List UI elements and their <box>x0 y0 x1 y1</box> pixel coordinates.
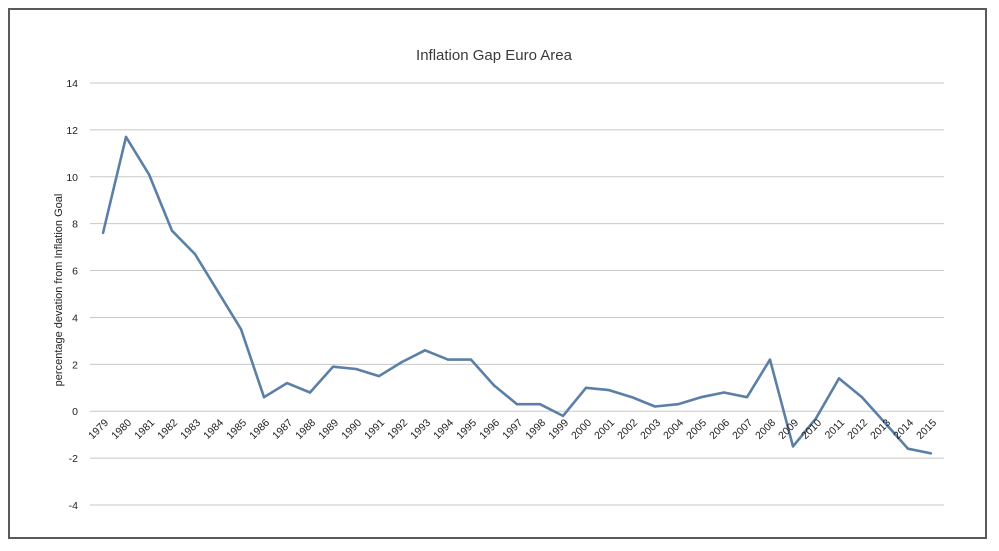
data-point <box>768 358 772 361</box>
x-tick-label: 2003 <box>638 417 663 442</box>
x-tick-label: 2007 <box>730 417 755 442</box>
x-tick-label: 1993 <box>408 417 433 442</box>
data-point <box>791 445 795 448</box>
data-point <box>308 391 312 394</box>
x-tick-label: 1999 <box>546 417 571 442</box>
gridlines <box>90 82 944 506</box>
x-tick-label: 1979 <box>86 417 111 442</box>
data-point <box>860 395 864 399</box>
x-tick-label: 2015 <box>914 417 939 442</box>
y-tick-label: 8 <box>72 219 78 231</box>
x-tick-label: 1994 <box>431 417 456 442</box>
data-point <box>492 384 496 387</box>
x-tick-label: 1990 <box>339 417 364 442</box>
data-point <box>538 402 542 406</box>
y-tick-label: 10 <box>66 172 78 184</box>
data-point <box>285 381 289 385</box>
y-tick-label: 6 <box>72 266 78 278</box>
x-tick-label: 2008 <box>753 417 778 442</box>
data-point <box>147 173 151 176</box>
y-axis-label: percentage devation from Inflation Goal <box>53 194 65 387</box>
x-tick-label: 2009 <box>776 417 801 442</box>
data-point <box>446 358 450 361</box>
data-point <box>607 388 611 392</box>
x-tick-label: 2010 <box>799 417 824 442</box>
x-tick-label: 2011 <box>823 417 848 442</box>
y-tick-label: -2 <box>69 453 78 465</box>
data-point <box>653 405 657 408</box>
data-point <box>423 349 427 352</box>
chart-frame <box>8 8 987 539</box>
y-tick-label: 14 <box>66 78 78 90</box>
data-points <box>101 135 933 455</box>
series-line <box>101 135 932 455</box>
data-point <box>400 360 404 364</box>
x-tick-label: 1996 <box>477 417 502 442</box>
data-point <box>354 367 358 371</box>
x-tick-label: 1997 <box>500 417 525 442</box>
x-tick-label: 2014 <box>891 417 916 442</box>
x-tick-label: 1984 <box>201 417 226 442</box>
data-point <box>584 386 588 389</box>
x-tick-label: 1980 <box>109 417 134 442</box>
x-tick-label: 1998 <box>523 417 548 442</box>
data-point <box>515 402 519 406</box>
x-tick-label: 2001 <box>592 417 617 442</box>
y-tick-label: 2 <box>72 359 78 371</box>
x-tick-label: 2005 <box>684 417 709 442</box>
data-point <box>101 231 105 235</box>
x-tick-label: 1995 <box>454 417 479 442</box>
data-point <box>469 358 473 361</box>
x-tick-label: 2004 <box>661 417 686 442</box>
data-point <box>331 365 335 368</box>
data-point <box>699 395 703 399</box>
y-tick-label: -4 <box>69 500 78 512</box>
data-point <box>377 374 381 378</box>
x-tick-label: 2012 <box>845 417 870 442</box>
y-tick-label: 12 <box>66 125 78 137</box>
data-point <box>722 391 726 394</box>
x-tick-label: 2000 <box>569 417 594 442</box>
x-tick-label: 2006 <box>707 417 732 442</box>
y-tick-label: 4 <box>72 312 78 324</box>
x-tick-label: 1989 <box>316 417 341 442</box>
x-tick-label: 1983 <box>178 417 203 442</box>
x-tick-label: 1985 <box>224 417 249 442</box>
y-tick-label: 0 <box>72 406 78 418</box>
data-point <box>745 395 749 399</box>
y-axis-ticks: 14 12 10 8 6 4 2 0 -2 -4 <box>66 78 78 512</box>
data-point <box>906 447 910 450</box>
data-point <box>262 395 266 399</box>
data-point <box>170 229 174 232</box>
x-tick-label: 1988 <box>293 417 318 442</box>
x-tick-label: 1991 <box>362 417 387 442</box>
data-point <box>814 417 818 420</box>
x-tick-label: 2002 <box>615 417 640 442</box>
data-point <box>676 402 680 406</box>
x-tick-label: 1986 <box>247 417 272 442</box>
data-point <box>193 252 197 256</box>
data-point <box>216 290 220 293</box>
data-point <box>124 135 128 139</box>
data-point <box>883 421 887 425</box>
data-point <box>630 395 634 399</box>
data-point <box>561 414 565 418</box>
data-point <box>837 377 841 380</box>
x-tick-label: 1987 <box>270 417 295 442</box>
x-tick-label: 1992 <box>385 417 410 442</box>
data-point <box>929 452 933 455</box>
chart-title: Inflation Gap Euro Area <box>416 47 573 64</box>
x-tick-label: 1982 <box>155 417 180 442</box>
x-axis-ticks: 1979198019811982198319841985198619871988… <box>86 417 939 442</box>
data-point <box>239 327 243 331</box>
x-tick-label: 1981 <box>132 417 157 442</box>
